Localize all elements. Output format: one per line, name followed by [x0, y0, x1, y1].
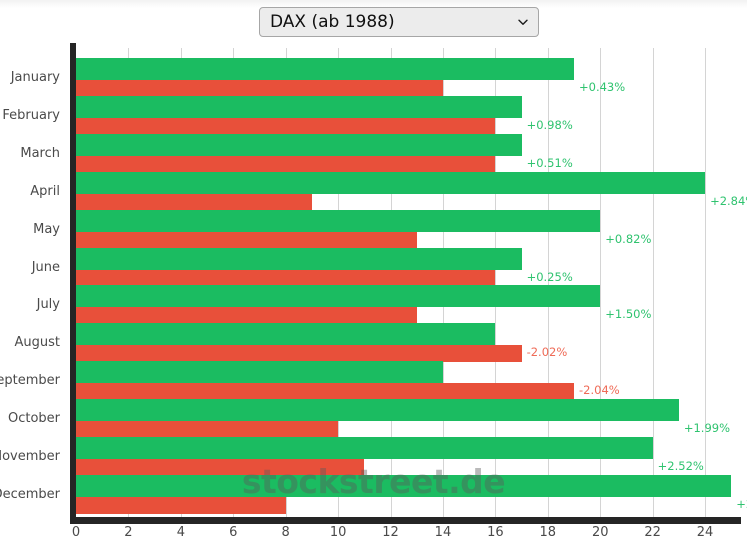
x-tick-label: 16 [487, 525, 504, 540]
bar-down[interactable] [76, 231, 417, 249]
x-tick-label: 24 [696, 525, 714, 540]
plot-area: +0.43% +0.98% +0.51% +2.84% +0.82% +0.25% +1.5… [76, 48, 747, 517]
bar-value-label: +2.35% [736, 496, 747, 511]
bar-down[interactable] [76, 193, 312, 211]
gridline [652, 48, 654, 517]
bar-value-label: +0.25% [526, 269, 573, 284]
y-tick-label: July [36, 297, 60, 313]
x-tick-label: 20 [591, 525, 609, 540]
x-tick-label: 12 [382, 525, 399, 540]
bar-up[interactable] [76, 323, 496, 346]
bar-up[interactable] [76, 247, 522, 270]
x-tick-label: 6 [229, 525, 238, 540]
y-tick-label: May [33, 221, 60, 237]
bar-down[interactable] [76, 496, 286, 514]
y-axis-labels: January February March April May June July Augu… [0, 48, 70, 517]
y-tick-label: November [0, 449, 60, 464]
x-tick-label: 14 [434, 525, 452, 540]
gridline [600, 48, 602, 517]
gridline [495, 48, 497, 517]
bar-up[interactable] [76, 361, 443, 384]
bar-down[interactable] [76, 117, 496, 135]
bar-row: -2.02% [76, 323, 747, 363]
bar-down[interactable] [76, 307, 417, 325]
y-tick-label: August [14, 335, 61, 351]
bar-down[interactable] [76, 345, 522, 363]
bar-down[interactable] [76, 459, 365, 476]
x-axis-labels: 0 2 4 6 8 10 12 14 16 18 20 22 24 [0, 526, 747, 547]
bar-down[interactable] [76, 269, 496, 287]
bar-up[interactable] [76, 399, 679, 422]
bar-rows: +0.43% +0.98% +0.51% +2.84% +0.82% +0.25% +1.5… [76, 48, 747, 517]
y-tick-label: January [10, 70, 60, 85]
y-tick-label: February [2, 107, 60, 123]
bar-value-label: +0.98% [526, 117, 573, 132]
bar-row: +0.98% [76, 95, 747, 135]
gridline [547, 48, 549, 517]
y-tick-label: April [30, 183, 60, 199]
top-gradient-band [0, 0, 747, 8]
index-select[interactable]: DAX (ab 1988) [259, 7, 539, 37]
bar-up[interactable] [76, 133, 522, 156]
bar-up[interactable] [76, 437, 653, 459]
bar-value-label: +0.51% [526, 155, 573, 170]
bar-up[interactable] [76, 58, 574, 80]
y-tick-label: June [31, 259, 60, 275]
bar-up[interactable] [76, 95, 522, 118]
bar-value-label: -2.02% [526, 345, 568, 360]
bar-up[interactable] [76, 474, 732, 497]
bar-row: +2.52% [76, 437, 747, 476]
gridline [705, 48, 707, 517]
bar-row: +2.84% [76, 171, 747, 211]
bar-value-label: +0.43% [579, 80, 626, 94]
bar-up[interactable] [76, 285, 601, 308]
index-select-value: DAX (ab 1988) [270, 13, 395, 31]
x-tick-label: 0 [71, 525, 81, 540]
y-tick-label: December [0, 486, 60, 502]
x-tick-label: 18 [539, 525, 557, 540]
bar-down[interactable] [76, 155, 496, 173]
bar-up[interactable] [76, 209, 601, 232]
bar-down[interactable] [76, 80, 443, 97]
x-axis-line [70, 517, 741, 524]
bar-value-label: +1.50% [605, 307, 652, 322]
x-tick-label: 10 [329, 525, 347, 540]
bar-row: +2.35% [76, 474, 747, 514]
bar-value-label: +2.84% [710, 193, 747, 208]
bar-down[interactable] [76, 421, 339, 439]
y-tick-label: September [0, 373, 60, 389]
bar-row: +1.99% [76, 399, 747, 439]
x-tick-label: 4 [176, 525, 185, 540]
x-tick-label: 8 [281, 525, 290, 540]
bar-row: +0.51% [76, 133, 747, 173]
bar-row: -2.04% [76, 361, 747, 401]
x-tick-label: 2 [124, 525, 133, 540]
y-tick-label: March [20, 145, 60, 161]
bar-value-label: +2.52% [657, 459, 704, 473]
bar-value-label: +1.99% [683, 421, 731, 436]
y-tick-label: October [7, 411, 60, 427]
bar-row: +1.50% [76, 285, 747, 325]
bar-row: +0.82% [76, 209, 747, 249]
bar-value-label: +0.82% [605, 231, 652, 246]
bar-row: +0.43% [76, 58, 747, 97]
bar-down[interactable] [76, 383, 574, 401]
bar-value-label: -2.04% [579, 383, 620, 398]
bar-up[interactable] [76, 171, 706, 194]
x-tick-label: 22 [644, 525, 661, 540]
chevron-down-icon [518, 19, 528, 25]
y-axis-line [70, 43, 76, 517]
bar-row: +0.25% [76, 247, 747, 287]
